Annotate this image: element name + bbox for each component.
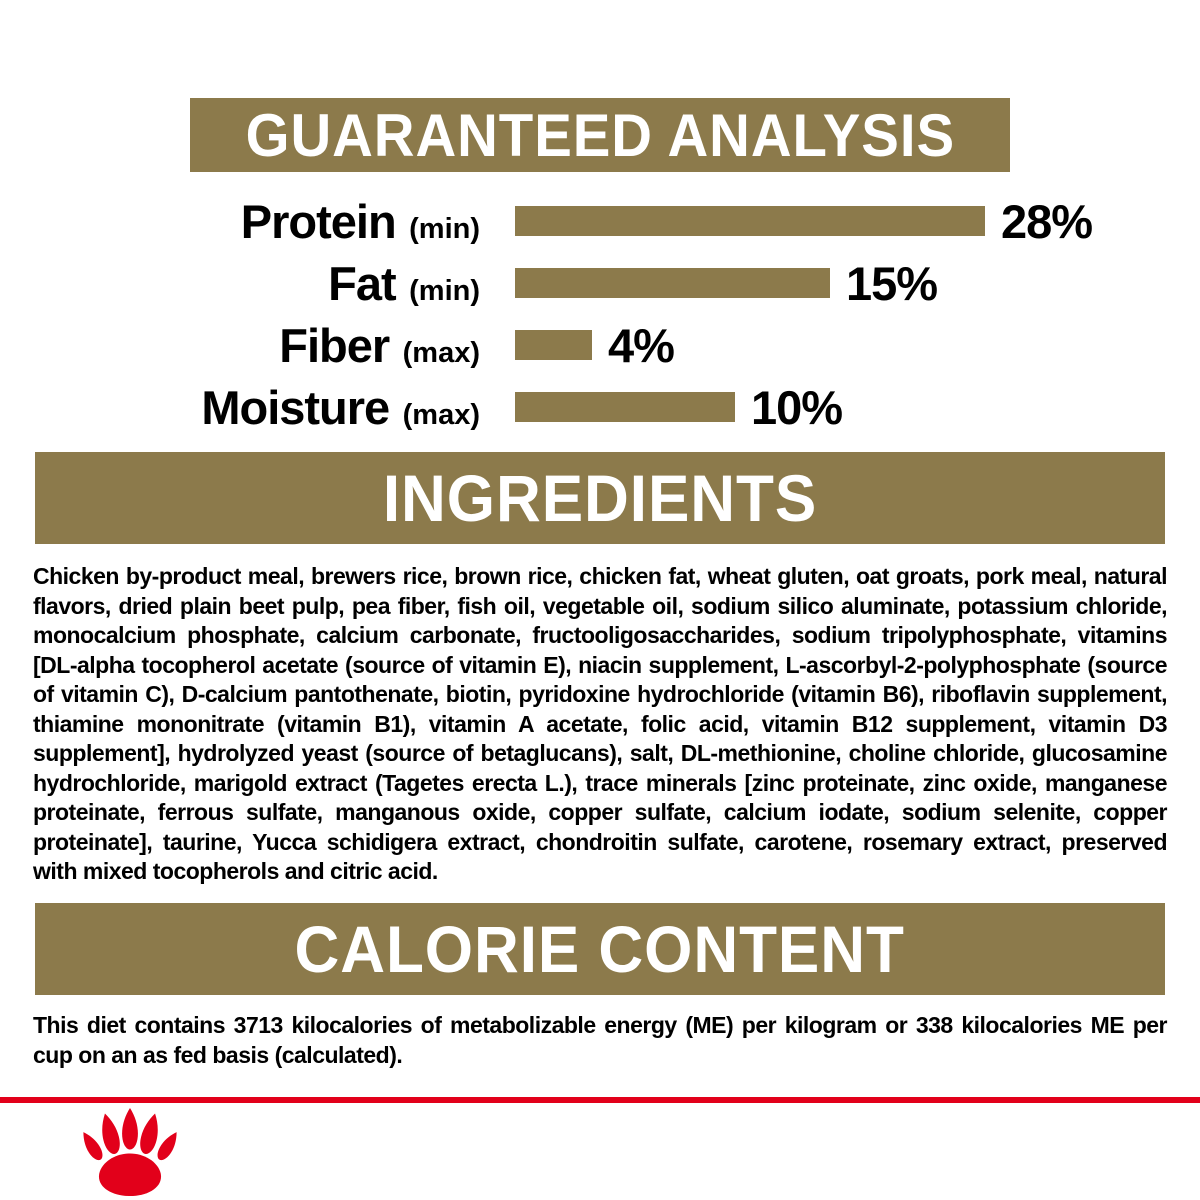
ingredients-paragraph: Chicken by-product meal, brewers rice, b… [33, 563, 1168, 884]
ingredients-title: INGREDIENTS [382, 461, 818, 535]
nutrient-qualifier: (max) [402, 398, 480, 431]
calorie-content-paragraph: This diet contains 3713 kilocalories of … [33, 1012, 1168, 1068]
guaranteed-analysis-title: GUARANTEED ANALYSIS [245, 101, 955, 169]
nutrient-name: Fiber [279, 318, 390, 372]
nutrient-qualifier: (min) [409, 212, 480, 245]
nutrient-value: 10% [751, 380, 843, 434]
analysis-row-fiber: Fiber (max) 4% [0, 314, 1200, 376]
nutrient-label: Fiber (max) [0, 318, 480, 373]
analysis-row-protein: Protein (min) 28% [0, 190, 1200, 252]
nutrient-bar [515, 392, 735, 422]
ingredients-banner: INGREDIENTS [35, 452, 1165, 544]
nutrient-qualifier: (max) [402, 336, 480, 369]
nutrient-name: Protein [240, 194, 397, 248]
royal-canin-crown-paw-icon [78, 1107, 182, 1197]
nutrient-name: Fat [328, 256, 396, 310]
nutrient-bar [515, 330, 592, 360]
nutrient-name: Moisture [201, 380, 390, 434]
nutrient-label: Moisture (max) [0, 380, 480, 435]
calorie-content-title: CALORIE CONTENT [294, 912, 906, 986]
footer-divider-rule [0, 1097, 1200, 1103]
nutrient-label: Protein (min) [0, 194, 480, 249]
nutrient-bar [515, 268, 830, 298]
analysis-row-fat: Fat (min) 15% [0, 252, 1200, 314]
analysis-row-moisture: Moisture (max) 10% [0, 376, 1200, 438]
calorie-content-banner: CALORIE CONTENT [35, 903, 1165, 995]
nutrient-qualifier: (min) [409, 274, 480, 307]
guaranteed-analysis-chart: Protein (min) 28% Fat (min) 15% Fiber (m… [0, 190, 1200, 438]
nutrient-label: Fat (min) [0, 256, 480, 311]
nutrient-value: 4% [608, 318, 675, 372]
nutrient-bar [515, 206, 985, 236]
nutrient-value: 28% [1001, 194, 1093, 248]
nutrient-value: 15% [846, 256, 938, 310]
guaranteed-analysis-banner: GUARANTEED ANALYSIS [190, 98, 1010, 172]
